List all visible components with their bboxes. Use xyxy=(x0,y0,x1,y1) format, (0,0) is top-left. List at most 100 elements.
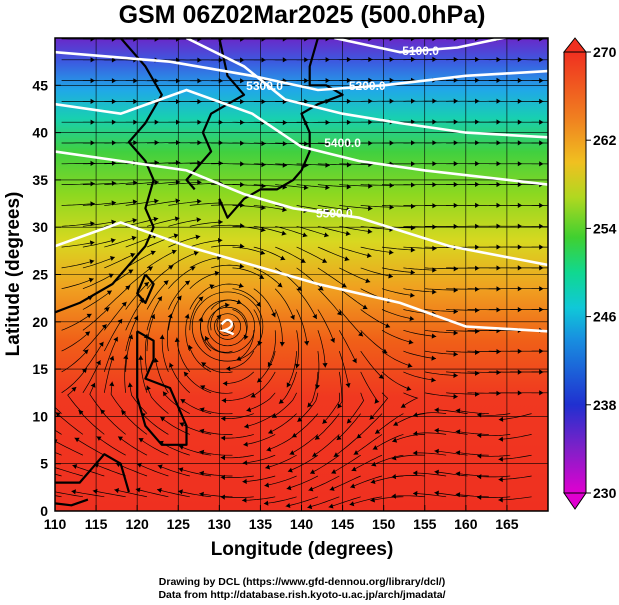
streamline xyxy=(374,413,404,434)
colorbar-top-arrow xyxy=(562,37,588,53)
streamline-arrow xyxy=(175,160,181,166)
streamline xyxy=(353,434,383,455)
streamline-arrow xyxy=(261,162,266,168)
streamline-arrow xyxy=(318,285,324,291)
streamline xyxy=(476,475,511,478)
streamline xyxy=(317,309,335,343)
streamline-arrow xyxy=(367,228,373,234)
streamline xyxy=(381,350,413,367)
streamline xyxy=(55,467,83,477)
streamline xyxy=(317,205,352,211)
streamline-arrow xyxy=(453,308,458,315)
streamline-arrow xyxy=(432,289,437,295)
streamline xyxy=(104,285,131,310)
streamline xyxy=(253,142,288,145)
streamline-arrow xyxy=(193,250,199,256)
streamline xyxy=(199,408,233,415)
streamline xyxy=(125,200,159,206)
streamline xyxy=(370,496,404,502)
streamline xyxy=(403,371,436,381)
streamline-arrow xyxy=(136,462,142,468)
streamline-arrow xyxy=(135,487,141,493)
y-tick-label: 30 xyxy=(32,219,48,235)
streamline-arrow xyxy=(498,456,503,462)
y-tick-label: 0 xyxy=(40,503,48,519)
streamline xyxy=(55,473,62,477)
streamline xyxy=(71,490,105,498)
streamline-arrow xyxy=(431,333,437,339)
streamline-arrow xyxy=(190,266,196,271)
streamline xyxy=(160,416,190,435)
streamline-arrow xyxy=(178,489,183,495)
streamline xyxy=(89,382,105,414)
streamline-arrow xyxy=(268,429,274,434)
x-tick-label: 155 xyxy=(413,516,437,532)
streamline-arrow xyxy=(412,450,418,456)
streamline xyxy=(322,392,340,425)
streamline xyxy=(274,288,295,320)
streamline-arrow xyxy=(222,380,228,387)
streamline-arrow xyxy=(346,207,351,213)
streamline xyxy=(146,296,163,331)
streamline-arrow xyxy=(157,464,163,470)
streamline-arrow xyxy=(154,198,159,204)
streamline xyxy=(393,413,425,426)
streamline xyxy=(392,434,425,443)
streamline xyxy=(268,413,297,434)
streamline xyxy=(263,496,297,505)
streamline xyxy=(329,475,361,491)
streamline-arrow xyxy=(278,398,284,404)
streamline xyxy=(169,362,191,394)
streamline-arrow xyxy=(434,469,439,475)
streamline xyxy=(308,475,340,491)
streamline xyxy=(317,163,352,166)
streamline xyxy=(360,246,394,254)
streamline xyxy=(168,295,182,331)
streamline xyxy=(211,264,245,269)
streamline-arrow xyxy=(385,323,391,328)
streamline-arrow xyxy=(358,331,363,337)
streamline xyxy=(125,281,150,310)
y-tick-label: 40 xyxy=(32,125,48,141)
streamline-arrow xyxy=(406,386,412,391)
streamline-arrow xyxy=(400,403,406,408)
streamline-arrow xyxy=(256,301,261,307)
streamline xyxy=(220,434,254,439)
streamline-arrow xyxy=(50,489,55,494)
streamline-arrow xyxy=(132,199,138,205)
streamline xyxy=(360,267,394,278)
streamline xyxy=(189,162,223,165)
streamline xyxy=(250,371,276,398)
streamline-arrow xyxy=(300,258,306,263)
streamline xyxy=(391,495,425,498)
streamline xyxy=(246,392,276,412)
streamline xyxy=(455,472,489,477)
streamline-arrow xyxy=(111,219,116,225)
streamline-arrow xyxy=(184,280,190,286)
streamline-arrow xyxy=(55,412,61,417)
streamline-arrow xyxy=(498,476,503,483)
streamline xyxy=(446,288,480,290)
streamline-arrow xyxy=(325,141,330,147)
coastline xyxy=(136,273,155,304)
streamline-arrow xyxy=(209,284,215,289)
streamline-arrow xyxy=(174,216,180,222)
streamline xyxy=(188,344,212,373)
streamline xyxy=(55,429,62,435)
streamline xyxy=(157,465,190,477)
streamline xyxy=(446,329,480,332)
streamline xyxy=(96,436,126,456)
streamline-arrow xyxy=(366,252,372,258)
streamline-arrow xyxy=(475,328,480,334)
colorbar-ticks: 270 262 254 246 238 230 xyxy=(586,44,617,501)
streamline-arrow xyxy=(310,469,315,474)
streamline-arrow xyxy=(128,269,134,274)
x-tick-label: 115 xyxy=(85,516,108,532)
streamline xyxy=(434,471,468,477)
streamline xyxy=(403,267,437,271)
streamline-arrow xyxy=(287,467,293,473)
streamline xyxy=(232,267,265,279)
streamline xyxy=(350,475,383,488)
streamline xyxy=(360,330,388,354)
streamline-arrow xyxy=(199,407,205,413)
